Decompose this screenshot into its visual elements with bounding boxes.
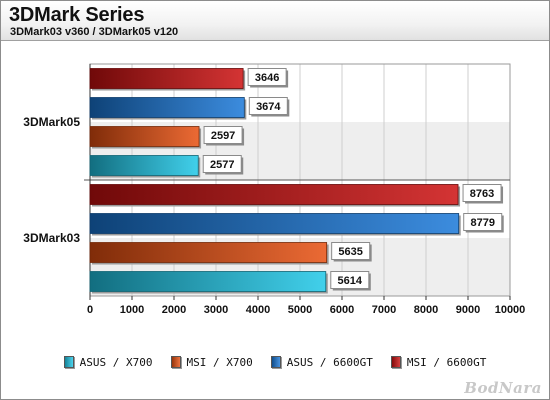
- x-tick-label: 10000: [495, 304, 526, 316]
- bar: [89, 242, 328, 263]
- value-label-box: [203, 126, 243, 144]
- value-label: 2597: [211, 130, 235, 142]
- value-label: 5614: [338, 275, 363, 287]
- x-tick-label: 0: [87, 304, 93, 316]
- value-label: 3674: [256, 101, 281, 113]
- legend-label: MSI / 6600GT: [406, 355, 487, 369]
- value-label: 8763: [470, 188, 494, 200]
- title-bar: 3DMark Series 3DMark03 v360 / 3DMark05 v…: [1, 1, 549, 41]
- legend-swatch: [270, 356, 281, 368]
- bar: [89, 68, 244, 89]
- value-label-box: [248, 97, 288, 115]
- legend-swatch: [170, 356, 181, 368]
- chart-subtitle: 3DMark03 v360 / 3DMark05 v120: [10, 26, 179, 38]
- value-label-box: [202, 155, 242, 173]
- x-tick-label: 1000: [120, 304, 144, 316]
- legend-swatch: [63, 356, 74, 368]
- bar: [89, 271, 327, 292]
- x-tick-label: 2000: [162, 304, 186, 316]
- legend-item: MSI / X700: [170, 355, 253, 369]
- legend-swatch: [390, 356, 401, 368]
- x-tick-label: 5000: [288, 304, 312, 316]
- value-label-box: [330, 271, 370, 289]
- bar: [89, 213, 460, 234]
- x-tick-label: 8000: [414, 304, 438, 316]
- bar: [89, 184, 459, 205]
- value-label-box: [331, 242, 371, 260]
- chart-legend: ASUS / X700 MSI / X700 ASUS / 6600GT MSI / …: [0, 352, 550, 372]
- category-label: 3DMark05: [23, 115, 80, 129]
- legend-item: ASUS / X700: [63, 355, 153, 369]
- legend-label: MSI / X700: [186, 355, 253, 369]
- legend-item: ASUS / 6600GT: [270, 355, 373, 369]
- value-label: 2577: [210, 159, 234, 171]
- value-label: 3646: [255, 72, 279, 84]
- value-label-box: [462, 184, 502, 202]
- bar: [89, 126, 200, 147]
- legend-label: ASUS / 6600GT: [286, 355, 373, 369]
- x-tick-label: 4000: [246, 304, 270, 316]
- bar: [89, 97, 245, 118]
- chart-title: 3DMark Series: [9, 4, 145, 26]
- value-label: 8779: [470, 217, 494, 229]
- x-tick-label: 7000: [372, 304, 396, 316]
- value-label: 5635: [338, 246, 362, 258]
- x-tick-label: 6000: [330, 304, 354, 316]
- bar: [89, 155, 199, 176]
- bar-chart: 0 1000 2000 3000 4000 5000 6000 7000 8000 9000 100…: [23, 63, 526, 316]
- x-tick-label: 9000: [456, 304, 480, 316]
- value-label-box: [463, 213, 503, 231]
- legend-label: ASUS / X700: [79, 355, 153, 369]
- value-label-box: [247, 68, 287, 86]
- watermark-logo: BodNara: [464, 379, 542, 397]
- x-tick-label: 3000: [204, 304, 228, 316]
- category-label: 3DMark03: [23, 231, 80, 245]
- legend-item: MSI / 6600GT: [390, 355, 487, 369]
